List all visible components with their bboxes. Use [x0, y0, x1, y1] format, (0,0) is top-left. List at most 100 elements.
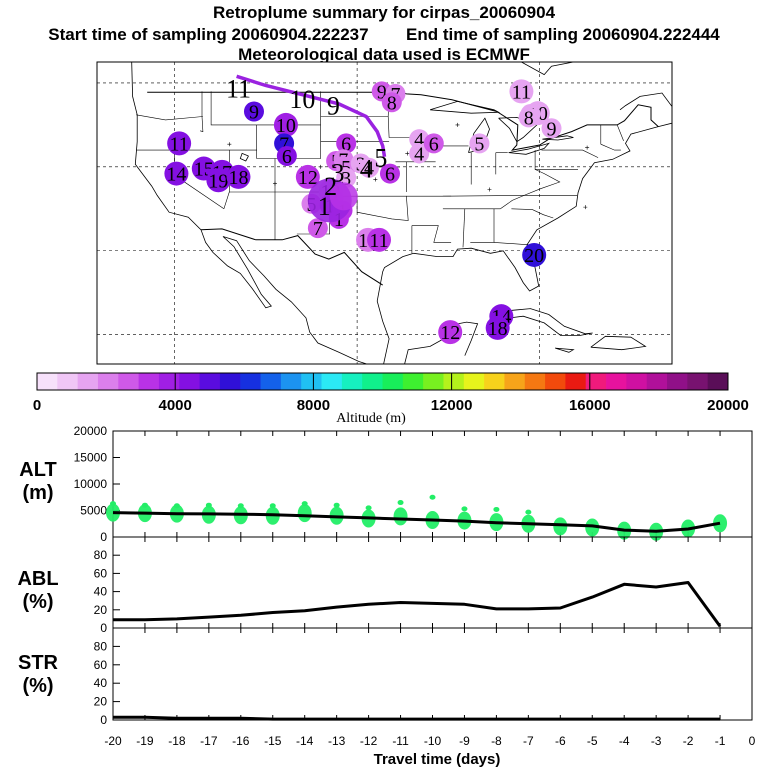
map-point [226, 164, 251, 189]
map-point [423, 133, 444, 154]
map-city-mark [272, 181, 277, 186]
map-city-mark [318, 164, 323, 169]
map-point-label: 7 [279, 133, 289, 155]
colorbar-cell [606, 373, 627, 390]
colorbar-tick-labels: 0 4000 8000 12000 16000 20000 [33, 397, 749, 414]
colorbar-title: Altitude (m) [336, 411, 406, 426]
source-marker [329, 182, 358, 211]
map-point [358, 157, 379, 178]
colorbar-cell [158, 373, 180, 390]
colorbar-cell [240, 373, 261, 390]
x-tick-label: -9 [459, 734, 470, 748]
map-city-mark [227, 142, 232, 147]
colorbar-cell [626, 373, 648, 390]
map-point-label: 11 [170, 133, 189, 155]
abl-unit-label: (%) [22, 591, 53, 613]
series-line [112, 511, 721, 533]
colorbar-cell [443, 373, 465, 390]
y-tick-label: 20 [94, 603, 108, 617]
map-point [164, 161, 189, 186]
coastline [521, 62, 574, 76]
y-tick-label: 0 [100, 713, 107, 727]
map-city-mark [585, 145, 590, 150]
map-point [518, 107, 539, 128]
state-border [462, 208, 466, 248]
chart-title: Retroplume summary for cirpas_20060904 [212, 3, 556, 22]
map-content: 9781110589910761114151719186575343126446… [97, 62, 672, 364]
path-label: 5 [374, 143, 387, 172]
path-label: 9 [327, 91, 340, 120]
state-border [329, 195, 409, 221]
colorbar-cell [362, 373, 383, 390]
str-panel: 0 20 40 60 80 [94, 627, 753, 727]
x-tick-label: -4 [619, 734, 630, 748]
alt-marker [365, 505, 372, 511]
y-tick-label: 80 [94, 548, 108, 562]
jamaica-coast [555, 347, 575, 353]
map-point-label: 5 [474, 133, 484, 155]
panel-frame [112, 627, 753, 721]
map-point [469, 133, 490, 154]
path-label: 2 [324, 172, 337, 201]
colorbar-cell [118, 373, 140, 390]
x-tick-label: -15 [264, 734, 282, 748]
map-point [295, 164, 320, 189]
map-point-label: 9 [547, 118, 557, 140]
colorbar-cell [301, 373, 322, 390]
alt-marker [525, 509, 532, 515]
y-tick-label: 0 [100, 621, 107, 635]
map-city-mark [583, 205, 588, 210]
coastline [376, 122, 672, 364]
colorbar-tick-label: 12000 [431, 397, 473, 414]
colorbar-cell [260, 373, 282, 390]
x-tick-label: -8 [491, 734, 502, 748]
map-point-label: 20 [524, 245, 544, 267]
map-point-label: 19 [208, 170, 228, 192]
map-point [409, 143, 430, 164]
series-line [113, 581, 722, 628]
colorbar-cell [321, 373, 343, 390]
str-unit-label: (%) [22, 675, 53, 697]
colorbar-cell [341, 373, 363, 390]
alt-marker [110, 501, 116, 507]
alt-marker [205, 502, 212, 508]
map-point-label: 10 [276, 115, 296, 137]
alt-marker [585, 518, 600, 537]
state-border [493, 242, 531, 246]
path-label: 10 [289, 85, 315, 114]
alt-panel: 0 5000 10000 15000 20000 [74, 424, 753, 544]
map-point [276, 145, 297, 166]
colorbar-tick-label: 16000 [569, 397, 611, 414]
x-tick-label: -16 [232, 734, 250, 748]
x-tick-label: -6 [555, 734, 566, 748]
state-border [541, 149, 599, 158]
alt-marker [429, 494, 436, 500]
colorbar-cell [382, 373, 404, 390]
colorbar-cell [484, 373, 505, 390]
alt-marker [393, 507, 408, 526]
state-border [616, 124, 624, 142]
map-point-label: 18 [228, 167, 248, 189]
map-point-label: 8 [524, 107, 534, 129]
series-line [113, 715, 720, 721]
colorbar-cell [646, 373, 668, 390]
state-border [500, 195, 525, 210]
colorbar-cell [545, 373, 566, 390]
x-tick-label: -11 [392, 734, 409, 748]
us-mexico-border [200, 228, 383, 286]
map-point-label: 9 [377, 81, 387, 103]
colorbar-cell [77, 373, 99, 390]
travel-time-axis: -20 -19 -18 -17 -16 -15 -14 -13 -12 -11 -10 -9 -8 -7-… [104, 734, 755, 748]
state-border [136, 114, 203, 121]
path-label: 4 [360, 154, 373, 183]
map-point-label: 6 [429, 133, 439, 155]
salt-lake [239, 152, 249, 162]
colorbar-tick-label: 8000 [297, 397, 330, 414]
map-altitude-points: 9781110589910761114151719186575343126446… [164, 79, 562, 345]
x-tick-label: -19 [136, 734, 154, 748]
map-point [243, 101, 264, 122]
colorbar-tick-label: 0 [33, 397, 41, 414]
great-lake [542, 135, 574, 141]
state-border [523, 169, 561, 196]
panel-frame [112, 536, 753, 629]
